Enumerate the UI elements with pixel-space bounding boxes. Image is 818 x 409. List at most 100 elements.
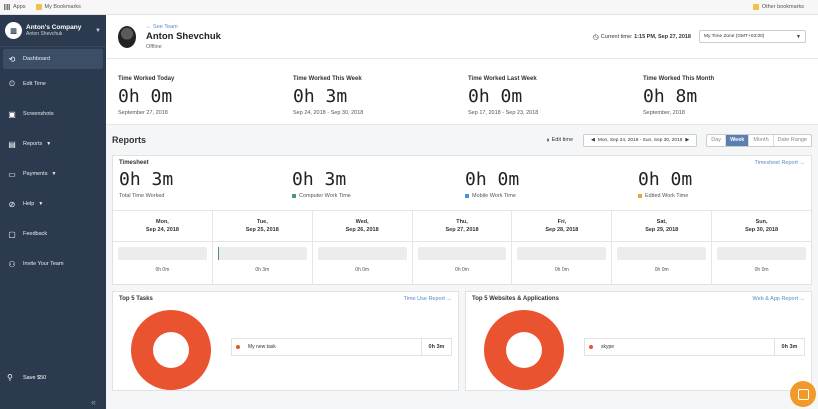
company-logo: ▥: [5, 22, 22, 39]
day-bar: [617, 247, 707, 260]
sidebar-item-dashboard[interactable]: ⟲ Dashboard: [3, 49, 103, 69]
day-bar: [417, 247, 507, 260]
clock-icon: ⟲: [8, 54, 16, 64]
view-day[interactable]: Day: [707, 134, 727, 146]
day-total: 0h 0m: [654, 267, 669, 273]
timesheet-report-link[interactable]: Timesheet Report →: [754, 160, 805, 166]
user-status: Offline: [146, 43, 162, 50]
day-column: Fri, Sep 28, 2018 0h 0m: [512, 211, 613, 285]
legend-swatch: [292, 194, 296, 198]
day-bar: [517, 247, 607, 260]
top-tasks-title: Top 5 Tasks: [119, 296, 153, 302]
view-date-range[interactable]: Date Range: [777, 137, 807, 143]
collapse-sidebar-icon[interactable]: «: [90, 397, 96, 407]
timezone-select[interactable]: My Time Zone (GMT+03:00) ▼: [699, 30, 806, 43]
view-month[interactable]: Month: [749, 134, 774, 146]
see-team-link[interactable]: ← See Team: [146, 23, 178, 30]
company-user: Anton Shevchuk: [26, 31, 63, 37]
image-icon: ▣: [8, 109, 16, 119]
sidebar-item-feedback[interactable]: ▢ Feedback: [8, 229, 48, 239]
day-header: Sun, Sep 30, 2018: [712, 211, 812, 242]
next-arrow-icon[interactable]: ▶: [685, 137, 690, 143]
stat-this-week: Time Worked This Week 0h 3m Sep 24, 2018…: [293, 76, 364, 116]
day-header: Thu, Sep 27, 2018: [412, 211, 512, 242]
date-range-picker[interactable]: ◀ Mon, Sep 24, 2018 - Sun, Sep 30, 2018 …: [583, 133, 698, 147]
sidebar-item-invite[interactable]: ⚇ Invite Your Team: [8, 259, 64, 269]
chat-icon: [797, 388, 809, 400]
websites-donut-chart: [484, 310, 564, 390]
timesheet-title: Timesheet: [119, 160, 149, 166]
folder-icon: [752, 4, 759, 10]
day-total: 0h 0m: [355, 267, 370, 273]
day-column: Wed, Sep 26, 2018 0h 0m: [312, 211, 413, 285]
chevron-down-icon: ▼: [51, 171, 57, 177]
day-bar: [118, 247, 207, 260]
prev-arrow-icon[interactable]: ◀: [591, 137, 595, 143]
stat-this-month: Time Worked This Month 0h 8m September, …: [643, 76, 715, 116]
tasks-donut-chart: [131, 310, 211, 390]
chat-widget-button[interactable]: [790, 381, 816, 407]
sidebar: ▥ Anton's Company Anton Shevchuk ▼ ⟲ Das…: [0, 15, 106, 409]
header: ← See Team Anton Shevchuk Offline ◷ Curr…: [106, 15, 818, 59]
bookmarks-bar: Apps My Bookmarks Other bookmarks: [0, 0, 818, 15]
legend-swatch: [638, 194, 642, 198]
company-switcher[interactable]: ▥ Anton's Company Anton Shevchuk ▼: [0, 15, 106, 47]
view-week[interactable]: Week: [726, 134, 750, 146]
save-offer-link[interactable]: ⚲ Save $50: [7, 373, 47, 382]
chevron-down-icon: ▼: [38, 201, 44, 207]
chevron-down-icon: ▼: [796, 33, 801, 40]
sidebar-item-payments[interactable]: ▭ Payments ▼: [8, 169, 57, 179]
avatar[interactable]: [118, 25, 136, 48]
sidebar-item-help[interactable]: ⊘ Help ▼: [8, 199, 44, 209]
bookmark-other[interactable]: Other bookmarks: [752, 4, 804, 10]
legend-swatch: [465, 194, 469, 198]
tag-icon: ⚲: [7, 373, 13, 382]
web-app-report-link[interactable]: Web & App Report →: [752, 296, 805, 302]
day-header: Fri, Sep 28, 2018: [512, 211, 612, 242]
card-icon: ▭: [8, 169, 16, 179]
stats-row: Time Worked Today 0h 0m September 27, 20…: [106, 59, 818, 125]
add-user-icon: ⚇: [8, 259, 16, 269]
day-total: 0h 0m: [754, 267, 769, 273]
bookmark-my-bookmarks[interactable]: My Bookmarks: [35, 4, 81, 10]
sidebar-item-screenshots[interactable]: ▣ Screenshots: [8, 109, 54, 119]
day-bar: [717, 247, 807, 260]
chevron-down-icon: ▼: [95, 27, 101, 34]
ts-edited: 0h 0m Edited Work Time: [638, 169, 693, 199]
sidebar-item-edit-time[interactable]: ⏲ Edit Time: [8, 79, 46, 88]
day-total: 0h 3m: [255, 267, 270, 273]
day-total: 0h 0m: [554, 267, 569, 273]
task-row[interactable]: My new task 0h 3m: [231, 338, 452, 356]
day-column: Mon, Sep 24, 2018 0h 0m: [113, 211, 213, 285]
day-header: Tue, Sep 25, 2018: [212, 211, 312, 242]
reports-title: Reports: [112, 135, 147, 145]
user-name: Anton Shevchuk: [146, 30, 221, 42]
day-header: Sat, Sep 29, 2018: [612, 211, 712, 242]
help-icon: ⊘: [8, 199, 16, 209]
top-websites-title: Top 5 Websites & Applications: [472, 296, 559, 302]
main-content: ← See Team Anton Shevchuk Offline ◷ Curr…: [106, 15, 818, 409]
top-websites-card: Top 5 Websites & Applications Web & App …: [465, 291, 812, 391]
edit-time-button[interactable]: ◑ Edit time: [545, 136, 574, 144]
stat-last-week: Time Worked Last Week 0h 0m Sep 17, 2018…: [468, 76, 539, 116]
view-switcher: Day Week Month Date Range: [706, 133, 812, 147]
folder-icon: [35, 4, 42, 10]
website-row[interactable]: skype 0h 3m: [584, 338, 805, 356]
timesheet-card: Timesheet Timesheet Report → 0h 3m Total…: [112, 155, 812, 285]
chevron-down-icon: ▼: [46, 141, 52, 147]
bookmark-apps[interactable]: Apps: [4, 4, 26, 10]
days-grid: Mon, Sep 24, 2018 0h 0m Tue, Sep 25, 2018 0h …: [113, 211, 812, 285]
stat-today: Time Worked Today 0h 0m September 27, 20…: [118, 76, 175, 116]
ts-total: 0h 3m Total Time Worked: [119, 169, 174, 199]
ts-mobile: 0h 0m Mobile Work Time: [465, 169, 520, 199]
day-column: Tue, Sep 25, 2018 0h 3m: [212, 211, 313, 285]
day-column: Thu, Sep 27, 2018 0h 0m: [412, 211, 513, 285]
legend-dot: [236, 345, 240, 349]
day-header: Wed, Sep 26, 2018: [312, 211, 412, 242]
day-bar-fill: [217, 247, 219, 260]
time-use-report-link[interactable]: Time Use Report →: [403, 296, 452, 302]
day-column: Sun, Sep 30, 2018 0h 0m: [712, 211, 812, 285]
sidebar-item-reports[interactable]: ▤ Reports ▼: [8, 139, 52, 149]
company-name: Anton's Company: [26, 24, 82, 31]
ts-computer: 0h 3m Computer Work Time: [292, 169, 351, 199]
